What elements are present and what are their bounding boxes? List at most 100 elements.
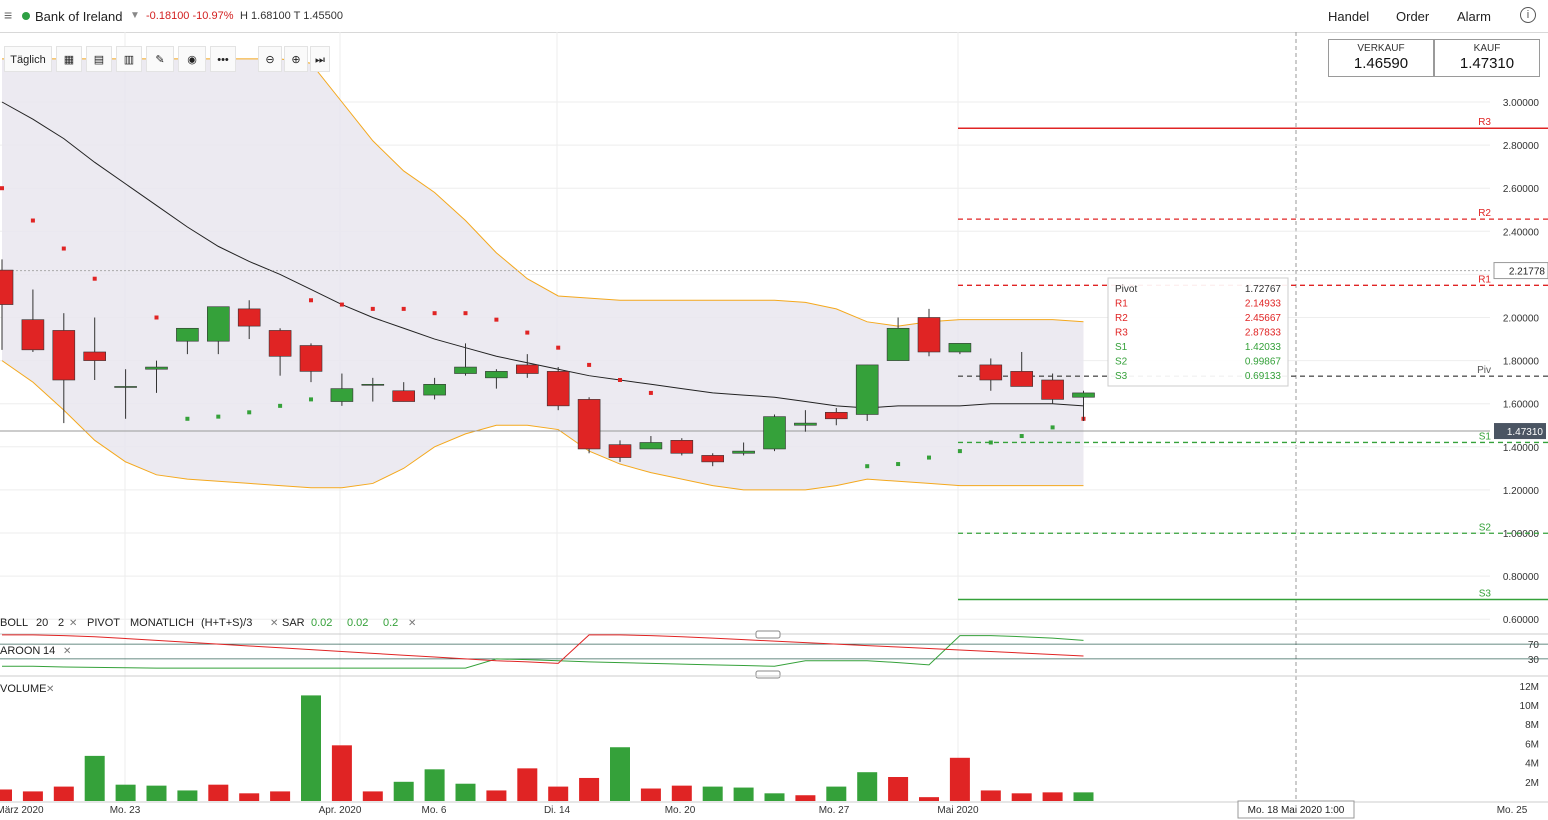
- sar-dot: [1050, 425, 1055, 430]
- candle-body: [114, 386, 137, 388]
- volume-bar: [115, 784, 136, 801]
- layout-icon[interactable]: ▤: [86, 46, 112, 72]
- sar-dot: [896, 462, 901, 467]
- low-value: 1.45500: [303, 10, 343, 22]
- volume-bar: [331, 745, 352, 801]
- volume-bar: [53, 786, 74, 801]
- sar-dot: [92, 276, 97, 281]
- sell-quote[interactable]: VERKAUF 1.46590: [1328, 39, 1434, 77]
- volume-tick-label: 4M: [1525, 759, 1539, 770]
- candle-body: [577, 399, 601, 450]
- price-change-pct: -10.97%: [192, 10, 234, 22]
- pivot-info-value: 2.87833: [1245, 328, 1282, 339]
- pivot-info-name: S1: [1115, 342, 1128, 353]
- x-tick-label: Apr. 2020: [319, 805, 362, 816]
- volume-bar: [208, 784, 229, 801]
- high-low: H 1.68100 T 1.45500: [240, 10, 343, 22]
- y-tick-label: 1.00000: [1503, 529, 1540, 540]
- aroon-tick-label: 30: [1528, 655, 1540, 666]
- candle-body: [886, 327, 910, 361]
- y-tick-label: 2.60000: [1503, 184, 1540, 195]
- x-tick-label: Di. 14: [544, 805, 571, 816]
- pivot-level-label: S3: [1479, 589, 1492, 600]
- nav-order[interactable]: Order: [1396, 9, 1430, 24]
- candle-body: [608, 444, 632, 458]
- candle-body: [207, 306, 230, 342]
- zoom-out-icon[interactable]: ⊖: [258, 46, 282, 72]
- more-icon[interactable]: •••: [210, 46, 236, 72]
- nav-handel[interactable]: Handel: [1328, 9, 1370, 24]
- volume-bar: [548, 786, 569, 801]
- volume-bar: [177, 790, 198, 801]
- volume-bar: [949, 757, 970, 801]
- boll-legend-text: 20: [36, 617, 48, 629]
- chevron-down-icon[interactable]: ▼: [130, 10, 140, 21]
- info-icon[interactable]: i: [1520, 7, 1536, 23]
- candle-body: [423, 384, 446, 396]
- sar-dot: [525, 330, 530, 335]
- current-price-tag: [1494, 423, 1546, 440]
- pivot-info-value: 2.45667: [1245, 313, 1282, 324]
- pivot-info-value: 1.42033: [1245, 342, 1282, 353]
- sar-dot: [556, 345, 561, 350]
- bar-chart-icon[interactable]: ▥: [116, 46, 142, 72]
- pivot-level-label: S2: [1479, 522, 1492, 533]
- menu-icon[interactable]: ≡: [4, 7, 13, 23]
- zoom-in-icon[interactable]: ⊕: [284, 46, 308, 72]
- y-tick-label: 1.80000: [1503, 357, 1540, 368]
- candle-body: [145, 366, 168, 370]
- volume-bar: [1073, 792, 1094, 801]
- dotted-level-tag-label: 2.21778: [1509, 267, 1546, 278]
- candle-body: [639, 442, 663, 450]
- candle-body: [824, 412, 848, 420]
- aroon-legend-text: AROON: [0, 645, 40, 657]
- sar-dot: [30, 218, 35, 223]
- candle-body: [361, 384, 385, 386]
- candle-body: [855, 364, 879, 415]
- pivot-info-name: R1: [1115, 299, 1128, 310]
- candle-body: [1072, 392, 1095, 398]
- volume-bar: [239, 793, 260, 801]
- price-change-value: -0.18100: [146, 10, 190, 22]
- candle-body: [485, 371, 508, 379]
- calendar-icon[interactable]: ▦: [56, 46, 82, 72]
- pivot-info-value: 1.72767: [1245, 284, 1282, 295]
- volume-tick-label: 12M: [1520, 682, 1539, 693]
- nav-alarm[interactable]: Alarm: [1457, 9, 1491, 24]
- candle-body: [732, 450, 755, 454]
- pivot-info-value: 0.99867: [1245, 357, 1282, 368]
- aroon-series-line: [2, 634, 1084, 664]
- draw-icon[interactable]: ✎: [146, 46, 174, 72]
- x-tick-label: Mo. 6: [421, 805, 446, 816]
- boll-legend-text: 2: [58, 617, 64, 629]
- instrument-name[interactable]: Bank of Ireland: [35, 9, 123, 24]
- volume-bar: [393, 781, 414, 801]
- skip-end-icon[interactable]: ⏭: [310, 46, 330, 72]
- sar-dot: [278, 403, 283, 408]
- candle-body: [948, 343, 972, 353]
- volume-bar: [795, 795, 816, 801]
- x-tick-label: Mo. 23: [110, 805, 141, 816]
- volume-bar: [84, 755, 105, 801]
- sar-dot: [494, 317, 499, 322]
- candle-body: [83, 351, 106, 361]
- volume-bar: [579, 777, 600, 801]
- y-tick-label: 2.40000: [1503, 227, 1540, 238]
- buy-quote[interactable]: KAUF 1.47310: [1434, 39, 1540, 77]
- close-icon: ✕: [63, 646, 71, 657]
- eye-icon[interactable]: ◉: [178, 46, 206, 72]
- pivot-info-name: Pivot: [1115, 284, 1137, 295]
- y-tick-label: 0.80000: [1503, 572, 1540, 583]
- timeframe-button[interactable]: Täglich: [4, 46, 52, 72]
- volume-bar: [455, 783, 476, 801]
- candle-body: [21, 319, 45, 351]
- candle-body: [670, 440, 694, 454]
- sar-dot: [185, 416, 190, 421]
- pivot-legend-text: PIVOT: [87, 617, 120, 629]
- volume-bar: [362, 791, 383, 801]
- y-tick-label: 1.60000: [1503, 400, 1540, 411]
- x-tick-label: Mai 2020: [937, 805, 979, 816]
- pivot-legend-text: (H+T+S)/3: [201, 617, 252, 629]
- volume-bar: [424, 769, 445, 801]
